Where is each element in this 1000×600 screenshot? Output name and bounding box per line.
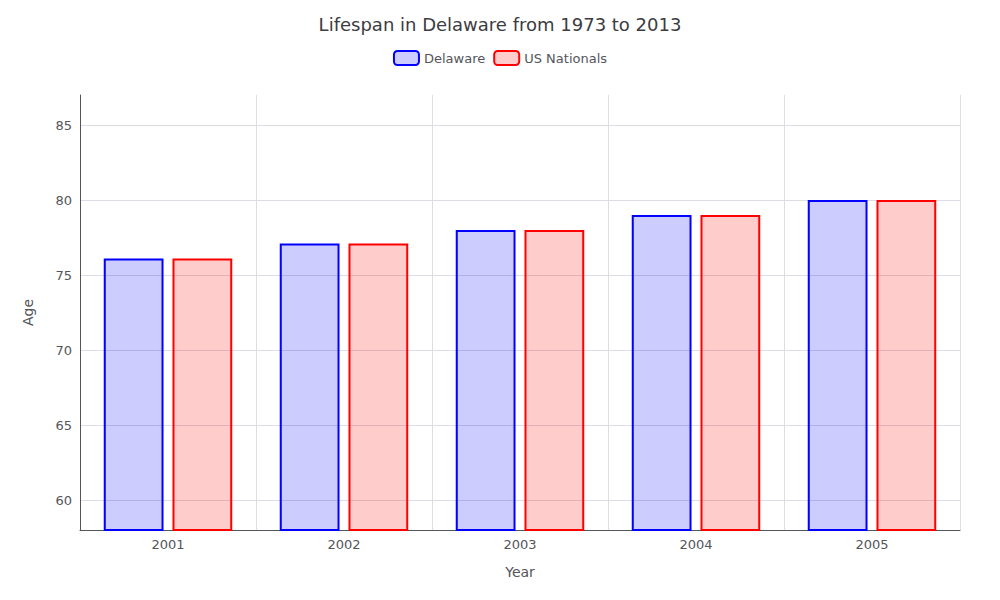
svg-text:2004: 2004 xyxy=(679,537,712,552)
svg-text:60: 60 xyxy=(55,493,72,508)
svg-text:65: 65 xyxy=(55,418,72,433)
svg-text:70: 70 xyxy=(55,343,72,358)
svg-text:Age: Age xyxy=(20,299,36,326)
svg-text:2002: 2002 xyxy=(327,537,360,552)
svg-text:2003: 2003 xyxy=(503,537,536,552)
svg-text:US Nationals: US Nationals xyxy=(524,51,607,66)
svg-text:2001: 2001 xyxy=(151,537,184,552)
svg-text:85: 85 xyxy=(55,118,72,133)
svg-text:80: 80 xyxy=(55,193,72,208)
svg-text:75: 75 xyxy=(55,268,72,283)
svg-text:Lifespan in Delaware from 1973: Lifespan in Delaware from 1973 to 2013 xyxy=(319,14,682,35)
svg-text:Year: Year xyxy=(504,564,535,580)
svg-text:2005: 2005 xyxy=(855,537,888,552)
svg-text:Delaware: Delaware xyxy=(424,51,485,66)
